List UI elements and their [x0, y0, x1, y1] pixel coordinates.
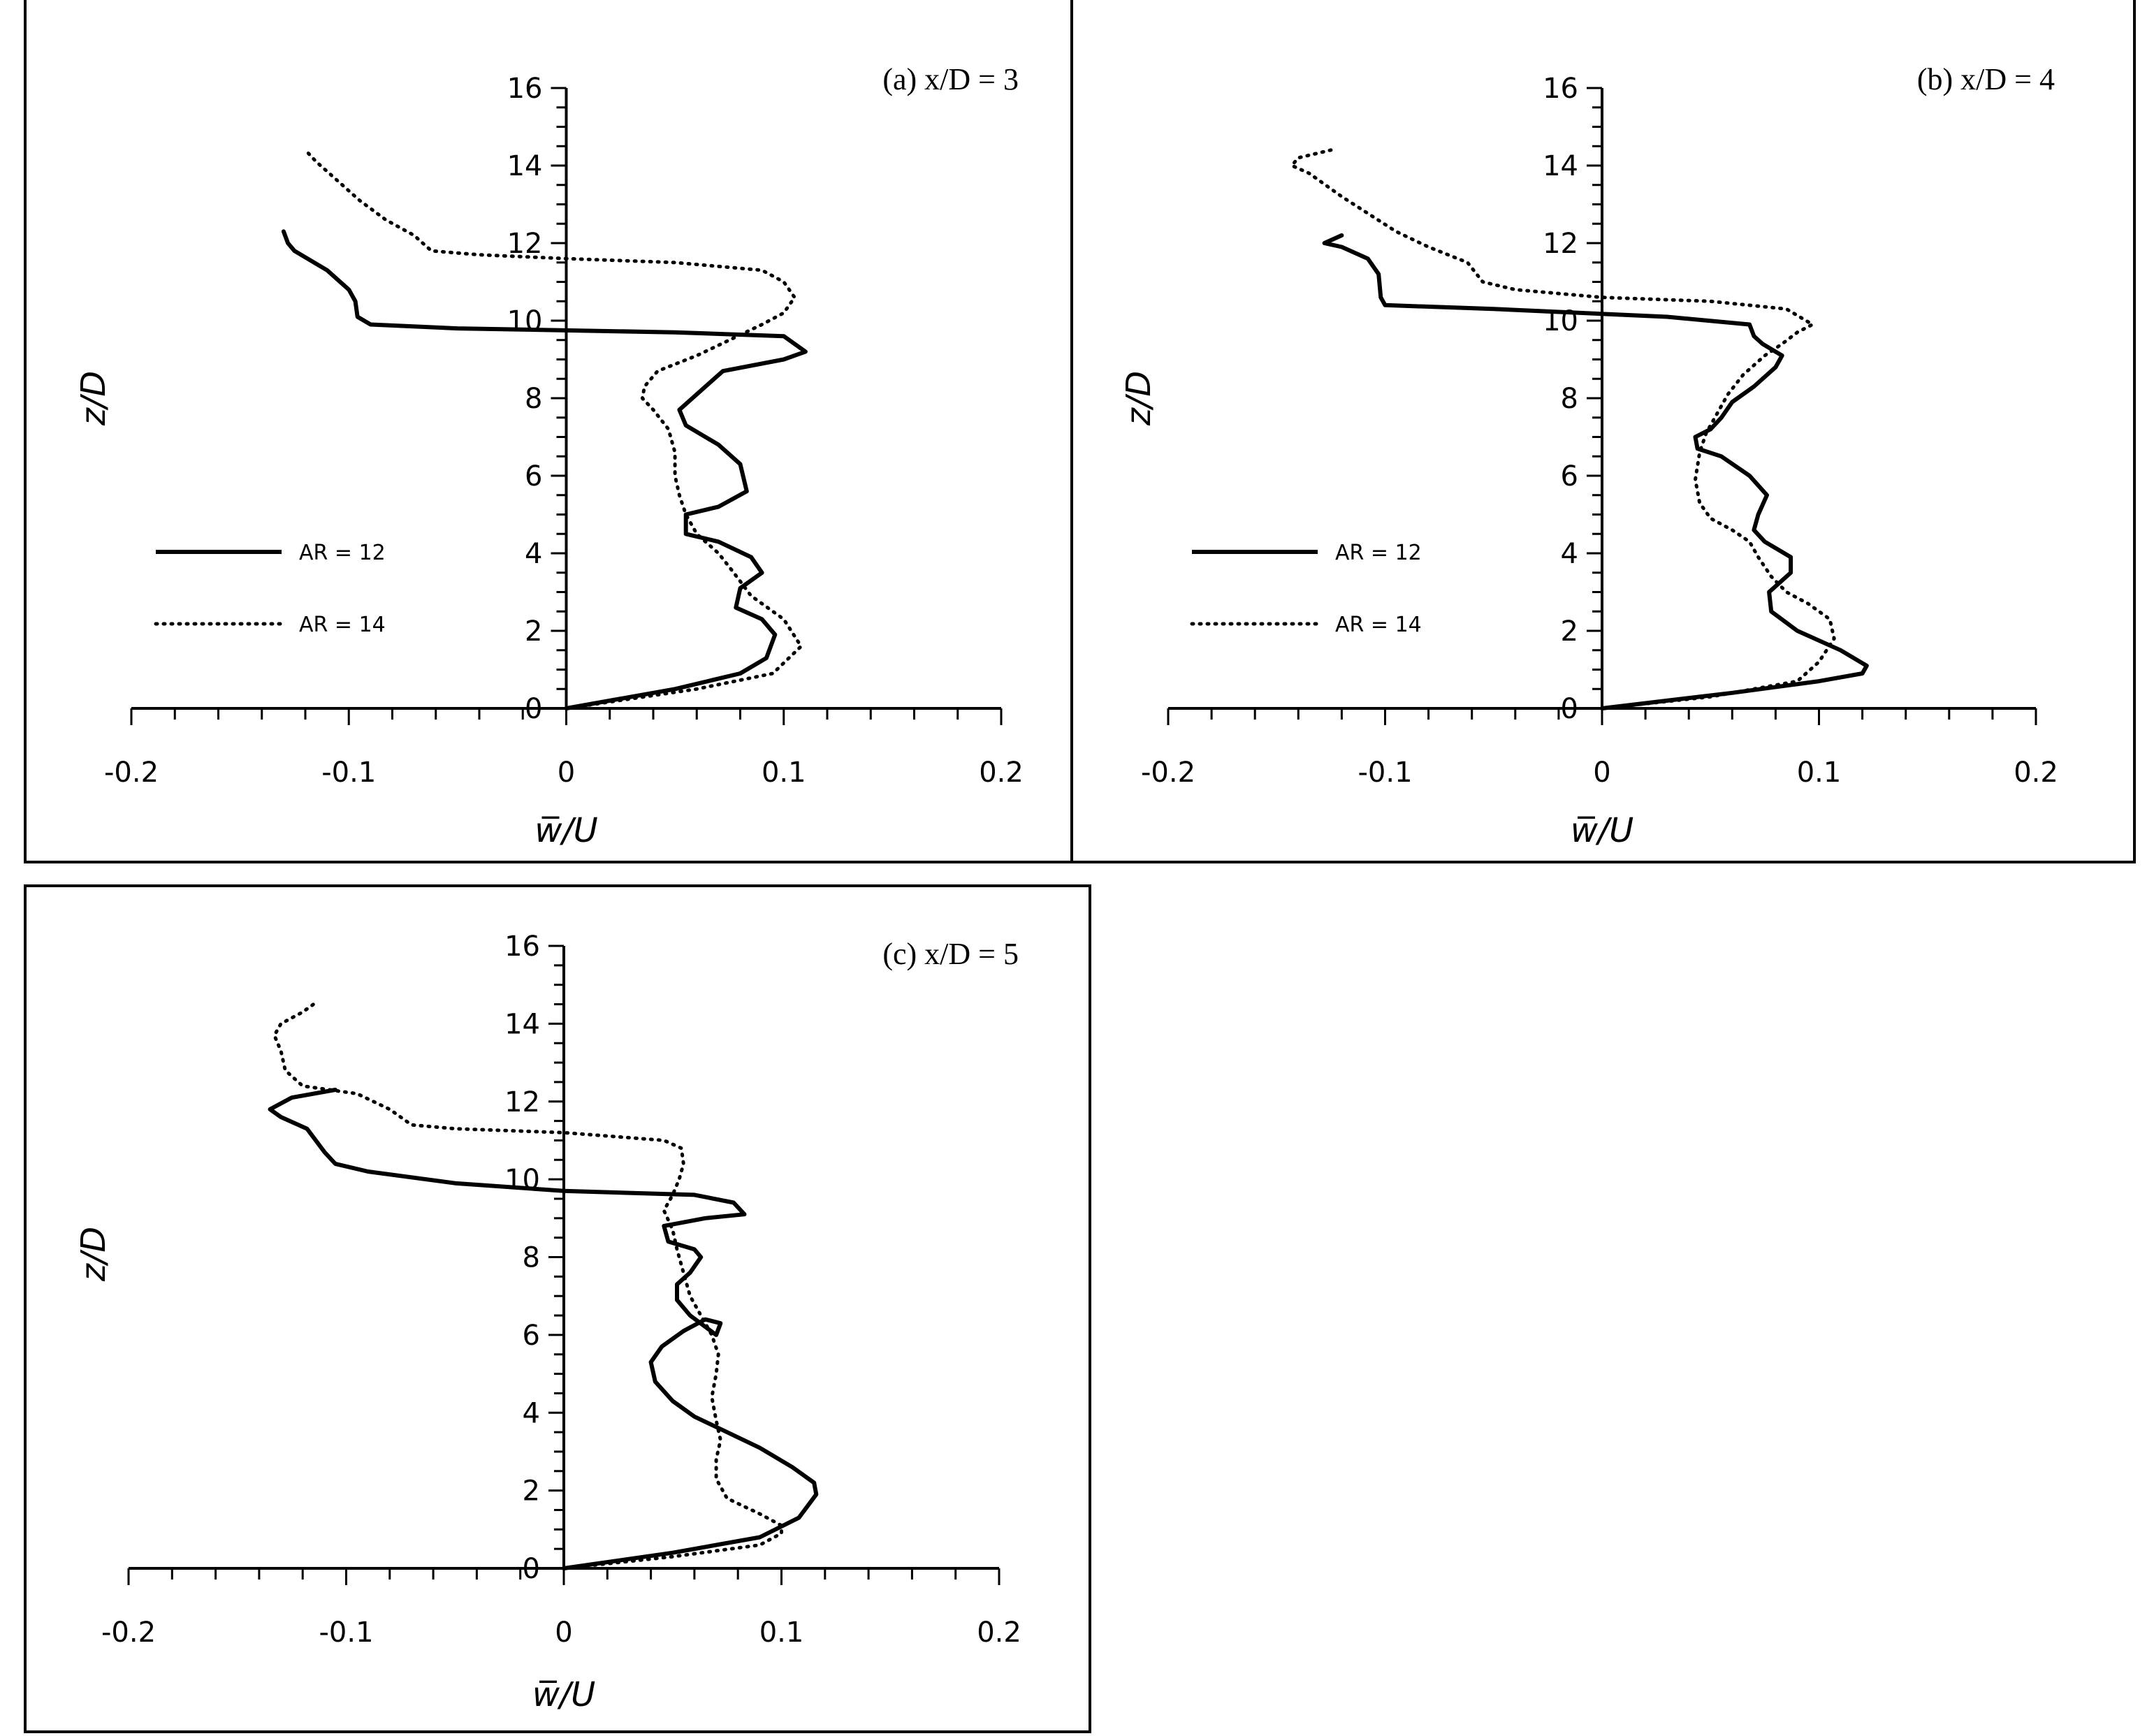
x-tick-label: 0.2: [979, 757, 1024, 789]
chart-c: -0.2 -0.1 0 0.1 0.2 0 2 4 6 8 10 12 14 16 w̅/U z/D (c) x…: [74, 931, 1021, 1714]
series-line-ar12: [268, 1088, 819, 1570]
series-line-ar14: [303, 148, 803, 710]
x-tick-label: 0: [558, 757, 575, 789]
x-tick-label: -0.1: [321, 757, 376, 789]
panel-a: -0.2 -0.1 0 0.1 0.2 0 2 4 6 8 10 12 14 16 w̅/U z/D (a) x…: [24, 0, 1091, 863]
x-axis-label: w̅/U: [1571, 811, 1634, 850]
legend-label: AR = 14: [1335, 613, 1422, 637]
y-tick-label: 14: [1543, 150, 1578, 182]
legend-label: AR = 12: [1335, 541, 1422, 565]
panel-title: (b) x/D = 4: [1917, 62, 2055, 96]
y-tick-label: 4: [525, 538, 542, 570]
y-tick-label: 4: [1561, 538, 1578, 570]
x-tick-label: 0.1: [762, 757, 806, 789]
y-tick-label: 16: [1543, 73, 1578, 105]
x-tick-label: -0.1: [1358, 757, 1412, 789]
x-tick-label: -0.2: [104, 757, 159, 789]
y-tick-label: 10: [504, 1164, 540, 1196]
y-tick-label: 0: [525, 693, 542, 725]
y-tick-label: 12: [504, 1086, 540, 1118]
y-axis-label: z/D: [74, 371, 113, 426]
y-tick-label: 6: [523, 1320, 540, 1352]
y-tick-label: 8: [523, 1242, 540, 1274]
legend-label: AR = 12: [299, 541, 386, 565]
x-tick-label: 0.1: [1797, 757, 1842, 789]
x-tick-label: 0.1: [759, 1617, 804, 1649]
panel-c: -0.2 -0.1 0 0.1 0.2 0 2 4 6 8 10 12 14 16 w̅/U z/D (c) x…: [24, 884, 1091, 1733]
x-tick-label: 0: [555, 1617, 572, 1649]
y-tick-label: 16: [504, 931, 540, 963]
x-tick-label: 0.2: [977, 1617, 1021, 1649]
y-tick-label: 16: [507, 73, 543, 105]
y-tick-label: 0: [1561, 693, 1578, 725]
legend-label: AR = 14: [299, 613, 386, 637]
series-line-ar12: [281, 229, 808, 710]
panel-b: -0.2 -0.1 0 0.1 0.2 0 2 4 6 8 10 12 14 16 w̅/U z/D (b) x…: [1070, 0, 2136, 863]
x-axis-label: w̅/U: [532, 1675, 596, 1714]
y-tick-label: 12: [1543, 228, 1578, 260]
y-axis-label: z/D: [1119, 371, 1158, 426]
x-tick-label: -0.1: [319, 1617, 373, 1649]
y-tick-label: 10: [507, 305, 543, 337]
panel-title: (a) x/D = 3: [882, 62, 1019, 96]
y-tick-label: 8: [1561, 383, 1578, 415]
y-tick-label: 6: [525, 460, 542, 493]
x-axis-label: w̅/U: [534, 811, 598, 850]
y-tick-label: 6: [1561, 460, 1578, 493]
y-tick-label: 0: [523, 1553, 540, 1585]
x-tick-label: -0.2: [1141, 757, 1195, 789]
series-line-ar14: [272, 1002, 783, 1570]
panel-title: (c) x/D = 5: [882, 937, 1019, 971]
y-tick-label: 2: [523, 1475, 540, 1508]
y-tick-label: 8: [525, 383, 542, 415]
x-tick-label: 0.2: [2014, 757, 2058, 789]
series-line-ar14: [1290, 148, 1836, 710]
y-axis-label: z/D: [74, 1227, 113, 1282]
y-tick-label: 14: [507, 150, 543, 182]
x-tick-label: 0: [1593, 757, 1610, 789]
y-tick-label: 4: [523, 1397, 540, 1429]
x-tick-label: -0.2: [101, 1617, 156, 1649]
y-tick-label: 2: [525, 615, 542, 648]
y-tick-label: 2: [1561, 615, 1578, 648]
y-tick-label: 14: [504, 1008, 540, 1040]
series-line-ar12: [1322, 233, 1869, 710]
